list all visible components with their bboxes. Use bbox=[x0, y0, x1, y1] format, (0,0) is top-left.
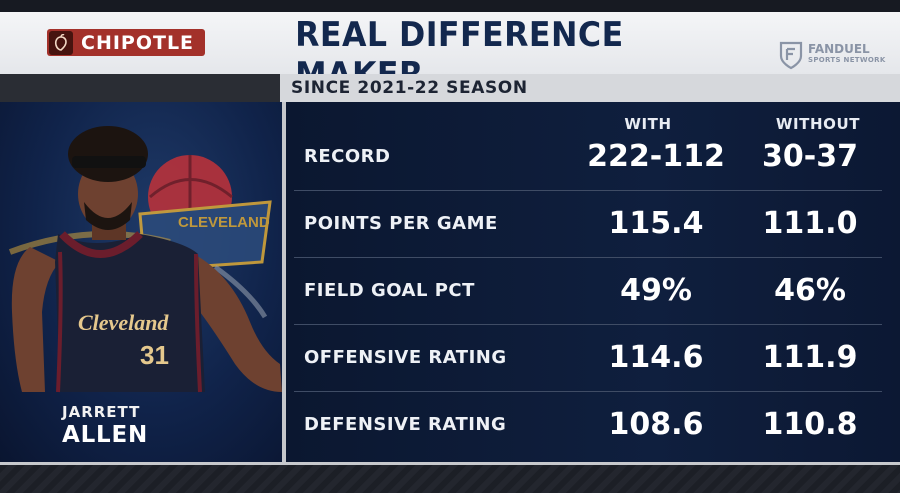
bottom-frame-strip bbox=[0, 462, 900, 493]
panel-divider bbox=[282, 102, 286, 462]
stat-row-record: RECORD 222-112 30-37 bbox=[294, 124, 882, 191]
column-header-without: WITHOUT bbox=[775, 115, 861, 133]
network-logo: FANDUEL SPORTS NETWORK bbox=[778, 37, 886, 73]
jersey-number: 31 bbox=[140, 340, 169, 370]
sponsor-name: CHIPOTLE bbox=[81, 31, 195, 54]
stat-value-without: 30-37 bbox=[762, 139, 858, 174]
stat-value-without: 46% bbox=[774, 273, 846, 308]
column-header-with: WITH bbox=[624, 115, 672, 133]
pepper-icon bbox=[49, 30, 73, 55]
stat-label: FIELD GOAL PCT bbox=[304, 280, 475, 301]
stat-row-offensive-rating: OFFENSIVE RATING 114.6 111.9 bbox=[294, 325, 882, 392]
player-first-name: JARRETT bbox=[62, 403, 141, 421]
stat-value-without: 111.0 bbox=[762, 206, 858, 241]
top-frame-strip bbox=[0, 0, 900, 12]
stat-row-points-per-game: POINTS PER GAME 115.4 111.0 bbox=[294, 191, 882, 258]
player-last-name: ALLEN bbox=[62, 422, 149, 448]
stat-value-with: 49% bbox=[620, 273, 692, 308]
stat-value-without: 110.8 bbox=[762, 407, 858, 442]
stats-table: WITH WITHOUT RECORD 222-112 30-37 POINTS… bbox=[286, 102, 900, 462]
stat-label: POINTS PER GAME bbox=[304, 213, 498, 234]
stat-label: OFFENSIVE RATING bbox=[304, 347, 507, 368]
subtitle-bar-left-block bbox=[0, 74, 280, 102]
stat-value-with: 222-112 bbox=[587, 139, 725, 174]
team-logo: CLEVELAND bbox=[8, 155, 272, 319]
stat-label: DEFENSIVE RATING bbox=[304, 414, 507, 435]
stat-row-defensive-rating: DEFENSIVE RATING 108.6 110.8 bbox=[294, 392, 882, 458]
stat-value-with: 115.4 bbox=[608, 206, 704, 241]
shield-icon bbox=[779, 41, 803, 70]
bottom-pattern bbox=[0, 465, 900, 493]
sponsor-badge: CHIPOTLE bbox=[47, 29, 205, 56]
stat-value-with: 114.6 bbox=[608, 340, 704, 375]
player-panel: CLEVELAND Cleveland 31 JARRETT ALLEN bbox=[0, 102, 282, 462]
stat-label: RECORD bbox=[304, 146, 391, 167]
network-subtitle: SPORTS NETWORK bbox=[808, 56, 886, 64]
network-brand: FANDUEL bbox=[808, 42, 870, 56]
player-image: CLEVELAND Cleveland 31 bbox=[8, 126, 282, 393]
graphic-header: CHIPOTLE REAL DIFFERENCE MAKER FANDUEL S… bbox=[0, 12, 900, 95]
subtitle-bar: SINCE 2021-22 SEASON bbox=[0, 74, 900, 102]
stat-value-with: 108.6 bbox=[608, 407, 704, 442]
stat-row-field-goal-pct: FIELD GOAL PCT 49% 46% bbox=[294, 258, 882, 325]
team-logo-text: CLEVELAND bbox=[178, 214, 270, 231]
stat-value-without: 111.9 bbox=[762, 340, 858, 375]
subtitle: SINCE 2021-22 SEASON bbox=[291, 78, 528, 98]
jersey-wordmark: Cleveland bbox=[78, 310, 169, 335]
